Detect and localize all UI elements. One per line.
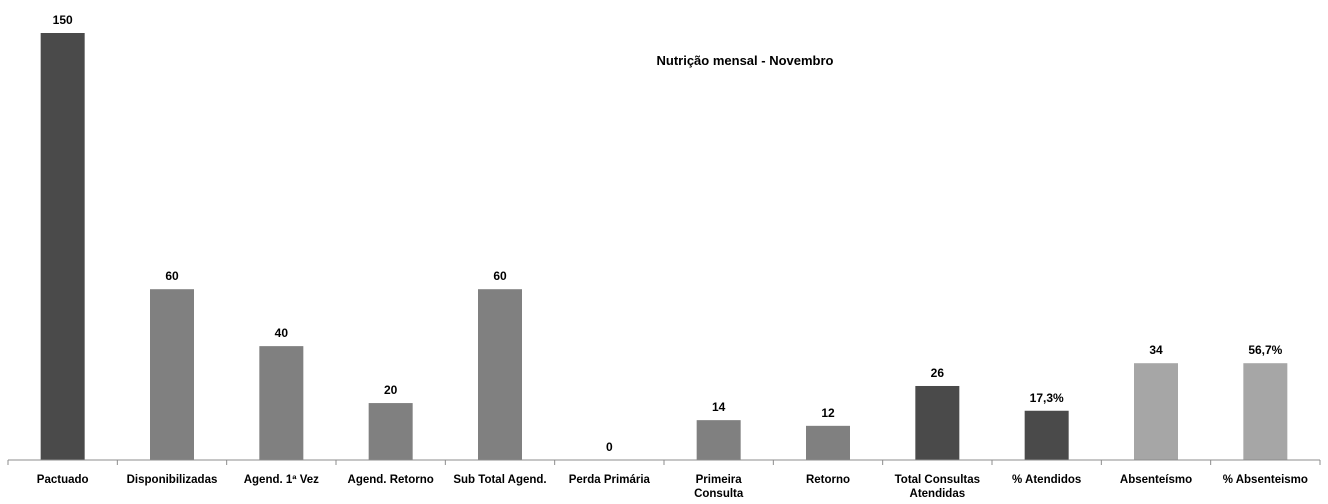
bars-layer: 150 60 40 20 60 0 14 12 26 17,3% 34 56,7% xyxy=(40,13,1288,460)
data-label: 150 xyxy=(53,13,73,27)
x-axis: Pactuado Disponibilizadas Agend. 1ª Vez Age… xyxy=(7,459,1321,500)
bar xyxy=(40,33,85,460)
data-label: 34 xyxy=(1149,343,1163,357)
data-label: 26 xyxy=(931,366,945,380)
bar xyxy=(259,346,304,460)
data-label: 56,7% xyxy=(1248,343,1282,357)
x-tick-label: % Atendidos xyxy=(1012,474,1081,486)
x-tick-label: Primeira Consulta xyxy=(694,474,744,500)
bar xyxy=(915,385,960,460)
x-tick-label: Absenteísmo xyxy=(1120,474,1192,486)
bar xyxy=(478,289,522,460)
data-label: 40 xyxy=(275,326,289,340)
bar xyxy=(1243,363,1288,460)
data-label: 14 xyxy=(712,400,726,414)
x-tick-label: Agend. 1ª Vez xyxy=(244,474,319,486)
bar xyxy=(368,403,413,460)
bar xyxy=(150,289,194,460)
data-label: 60 xyxy=(165,269,179,283)
x-tick-label: Sub Total Agend. xyxy=(453,474,546,486)
data-label: 60 xyxy=(493,269,507,283)
chart-title: Nutrição mensal - Novembro xyxy=(657,53,834,68)
data-label: 12 xyxy=(821,406,835,420)
x-tick-label: Total Consultas Atendidas xyxy=(895,474,980,500)
x-tick-label: Perda Primária xyxy=(569,474,651,486)
bar xyxy=(806,425,850,460)
x-tick-label: Disponibilizadas xyxy=(127,474,218,486)
bar xyxy=(696,420,741,460)
bar xyxy=(1134,363,1178,460)
data-label: 20 xyxy=(384,383,398,397)
x-tick-label: % Absenteismo xyxy=(1223,474,1308,486)
x-tick-label: Retorno xyxy=(806,474,850,486)
data-label: 17,3% xyxy=(1030,391,1064,405)
x-tick-label: Agend. Retorno xyxy=(348,474,434,486)
bar xyxy=(1024,410,1069,460)
data-label: 0 xyxy=(606,440,613,454)
x-tick-label: Pactuado xyxy=(37,474,89,486)
